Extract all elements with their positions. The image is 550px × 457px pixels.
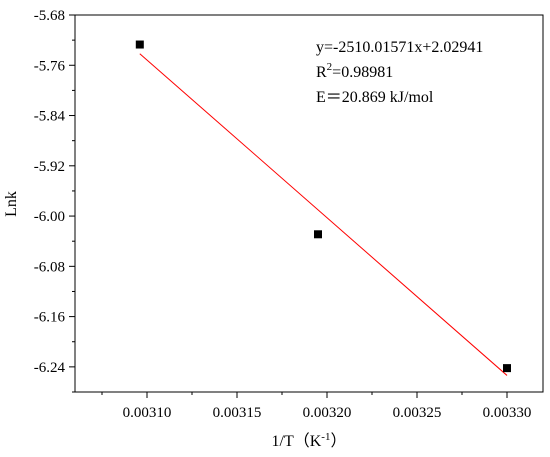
fit-line	[139, 53, 508, 376]
r-squared-label: R2=0.98981	[316, 61, 393, 81]
y-tick-label: -5.84	[34, 109, 66, 125]
x-axis-title: 1/T（K-1）	[272, 431, 347, 450]
data-points-layer	[135, 40, 511, 373]
x-tick-label: 0.00315	[213, 405, 262, 421]
y-tick-label: -5.92	[34, 159, 65, 175]
y-tick-label: -6.16	[34, 310, 66, 326]
fit-equation-label: y=-2510.01571x+2.02941	[316, 39, 483, 56]
y-axis-title: Lnk	[3, 191, 20, 217]
y-axis-ticks: -5.68 -5.76 -5.84 -5.92 -6.00 -6.08 -6.16 -6.24	[34, 8, 75, 393]
data-point	[503, 364, 511, 373]
y-tick-label: -6.08	[34, 259, 65, 275]
x-tick-label: 0.00330	[483, 405, 532, 421]
x-tick-label: 0.00310	[123, 405, 172, 421]
y-tick-label: -5.76	[34, 58, 66, 74]
fit-line-layer	[139, 53, 508, 376]
y-tick-label: -5.68	[34, 8, 65, 24]
y-tick-label: -6.24	[34, 360, 66, 376]
x-tick-label: 0.00325	[393, 405, 442, 421]
data-point	[314, 230, 322, 239]
activation-energy-label: E＝20.869 kJ/mol	[316, 89, 434, 106]
x-tick-label: 0.00320	[303, 405, 352, 421]
plot-frame	[74, 14, 544, 393]
data-point	[135, 40, 144, 49]
x-axis-ticks: 0.00310 0.00315 0.00320 0.00325 0.00330	[101, 392, 532, 421]
y-tick-label: -6.00	[34, 209, 65, 225]
